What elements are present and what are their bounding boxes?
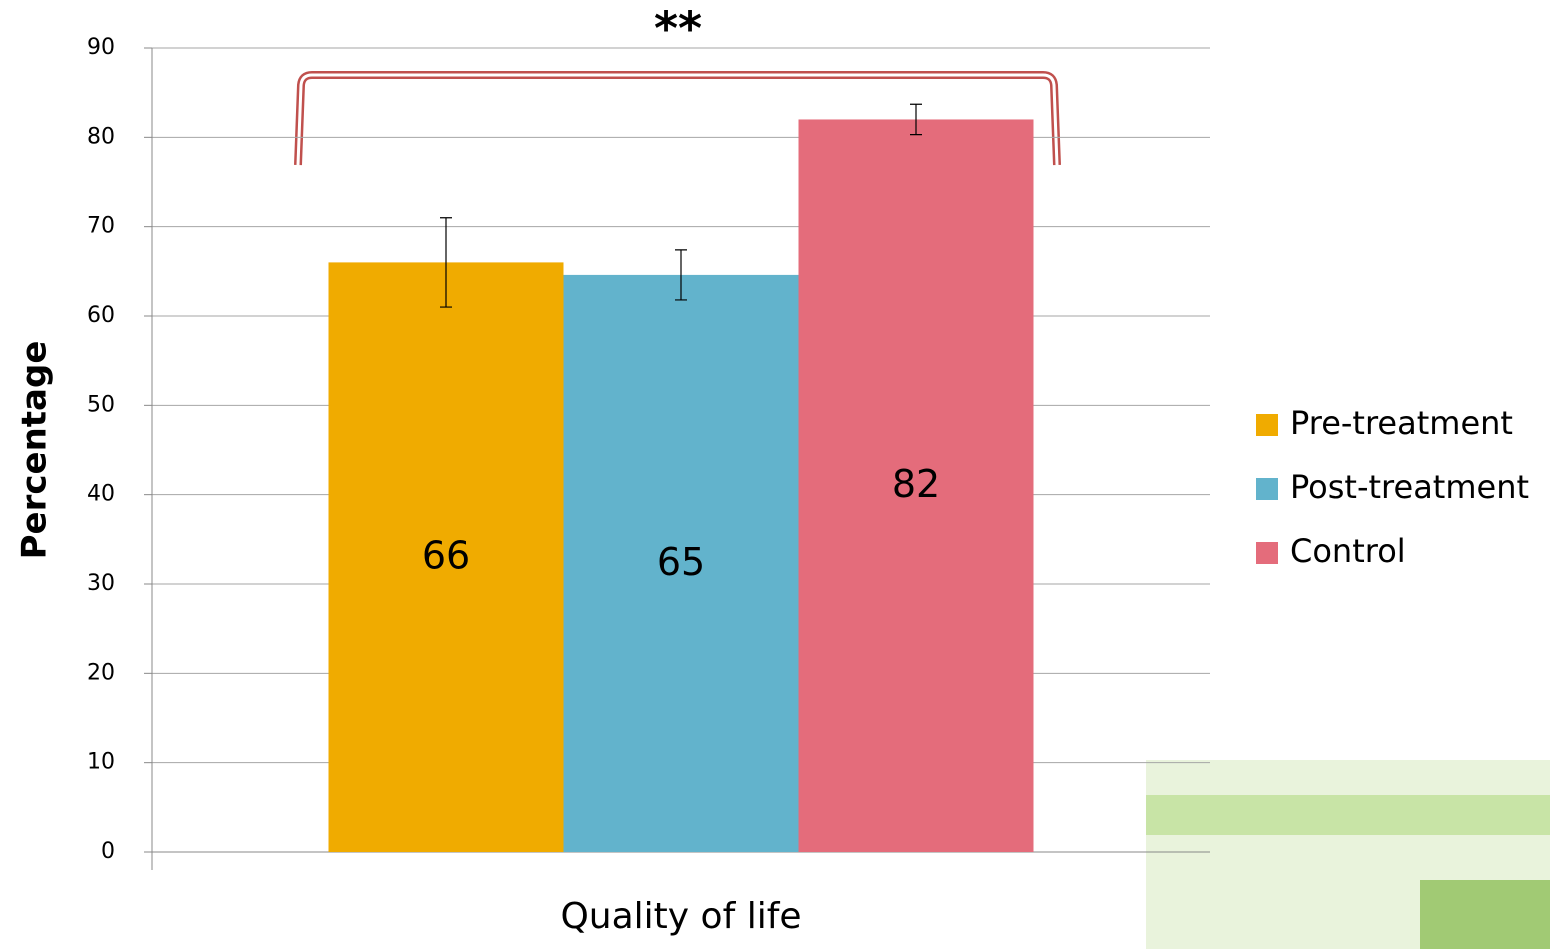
bar bbox=[328, 262, 564, 852]
legend-label: Post-treatment bbox=[1290, 468, 1529, 506]
y-tick-label: 80 bbox=[87, 124, 115, 149]
y-tick-label: 0 bbox=[101, 839, 115, 864]
y-tick-label: 10 bbox=[87, 750, 115, 775]
significance-bracket-inner bbox=[296, 73, 1059, 166]
x-tick-label: Quality of life bbox=[560, 896, 801, 937]
data-label: 82 bbox=[892, 462, 940, 506]
legend-label: Control bbox=[1290, 532, 1406, 570]
y-tick-label: 20 bbox=[87, 660, 115, 685]
annotation: ** bbox=[654, 2, 702, 56]
y-tick-label: 90 bbox=[87, 35, 115, 60]
error-bar bbox=[440, 217, 452, 308]
legend-swatch bbox=[1256, 542, 1278, 564]
y-tick-label: 30 bbox=[87, 571, 115, 596]
bar bbox=[798, 119, 1034, 852]
legend-swatch bbox=[1256, 478, 1278, 500]
error-bar bbox=[675, 249, 687, 301]
error-bar bbox=[910, 103, 922, 136]
y-axis-title: Percentage bbox=[15, 341, 55, 560]
background-photo bbox=[1146, 760, 1550, 949]
data-label: 66 bbox=[422, 534, 470, 578]
y-tick-label: 50 bbox=[87, 392, 115, 417]
y-tick-label: 40 bbox=[87, 482, 115, 507]
legend-label: Pre-treatment bbox=[1290, 404, 1513, 442]
bar bbox=[563, 274, 799, 852]
legend-swatch bbox=[1256, 414, 1278, 436]
data-label: 65 bbox=[657, 540, 705, 584]
y-tick-label: 70 bbox=[87, 214, 115, 239]
y-tick-label: 60 bbox=[87, 303, 115, 328]
